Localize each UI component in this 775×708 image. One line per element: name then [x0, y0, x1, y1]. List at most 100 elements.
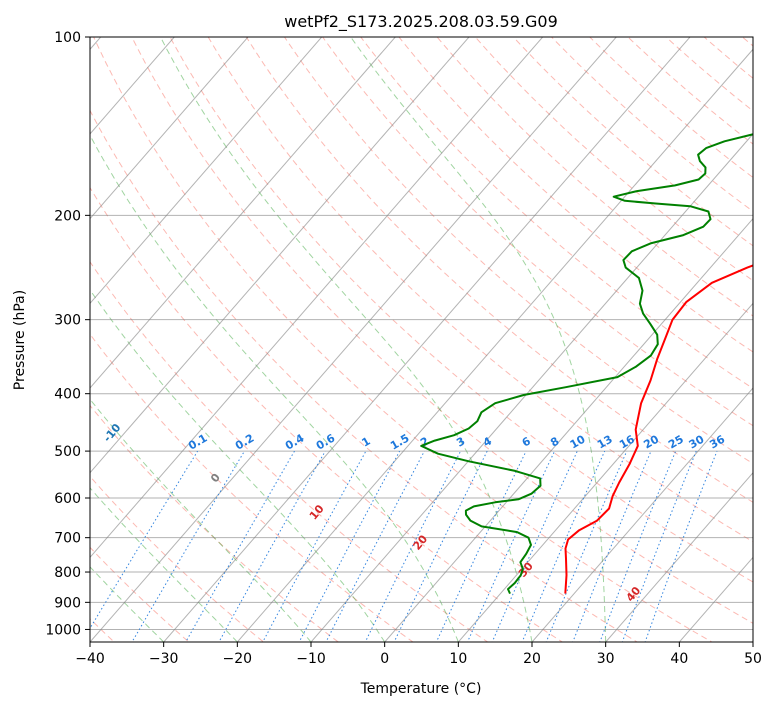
- x-tick-label: 40: [670, 651, 688, 667]
- mixing-ratio-label: 30: [687, 432, 707, 451]
- mixing-ratio-line: [131, 450, 245, 642]
- x-tick-label: 0: [380, 651, 389, 667]
- x-tick-label: 10: [449, 651, 467, 667]
- mixing-ratio-label: 1: [360, 435, 373, 450]
- moist-adiabat: [90, 134, 459, 642]
- y-tick-label: 300: [54, 313, 81, 329]
- mixing-ratio-line: [491, 450, 578, 642]
- dry-adiabat-label: -10: [101, 421, 124, 445]
- mixing-ratio-line: [466, 450, 556, 642]
- dry-adiabat: [207, 37, 753, 543]
- y-tick-label: 400: [54, 387, 81, 403]
- isotherm-line: [236, 48, 753, 642]
- y-tick-label: 200: [54, 208, 81, 224]
- dry-adiabat-label: 10: [307, 502, 327, 522]
- dry-adiabat: [589, 37, 753, 179]
- mixing-ratio-line: [435, 450, 527, 642]
- isotherm-line: [90, 37, 617, 642]
- dry-adiabat: [360, 37, 753, 390]
- x-tick-label: 50: [744, 651, 762, 667]
- mixing-ratio-label: 0.1: [186, 432, 209, 453]
- mixing-ratio-label: 0.6: [314, 431, 338, 452]
- y-tick-label: 900: [54, 595, 81, 611]
- dry-adiabat: [90, 109, 638, 642]
- mixing-ratio-line: [298, 450, 401, 642]
- isotherm-line: [90, 37, 396, 389]
- dry-adiabat: [90, 404, 340, 642]
- dry-adiabat: [741, 37, 753, 47]
- dry-adiabat: [436, 37, 753, 317]
- y-tick-label: 100: [54, 30, 81, 46]
- mixing-ratio-line: [621, 450, 697, 642]
- x-tick-label: −40: [75, 651, 105, 667]
- y-tick-label: 600: [54, 491, 81, 507]
- mixing-ratio-label: 13: [595, 433, 615, 452]
- y-tick-label: 500: [54, 444, 81, 460]
- isotherm-line: [90, 37, 544, 559]
- mixing-ratio-line: [185, 450, 295, 642]
- mixing-ratio-label: 0.4: [283, 431, 307, 452]
- dry-adiabat: [169, 37, 753, 583]
- chart-title: wetPf2_S173.2025.208.03.59.G09: [284, 12, 558, 32]
- temperature-profile-line: [564, 264, 753, 594]
- x-axis-label: Temperature (°C): [360, 681, 482, 697]
- isotherm-line: [457, 302, 753, 642]
- isotherm-line: [678, 556, 753, 642]
- line-labels: 0.10.20.40.611.52346810131620253036-100-…: [101, 421, 728, 604]
- y-tick-label: 800: [54, 565, 81, 581]
- isotherm-line: [163, 37, 691, 642]
- y-tick-label: 1000: [45, 622, 81, 638]
- mixing-ratio-line: [393, 450, 488, 642]
- moist-adiabat: [90, 398, 312, 642]
- moist-adiabat: [350, 37, 607, 642]
- plot-frame: [89, 36, 754, 643]
- mixing-ratio-label: 0.2: [233, 432, 256, 453]
- mixing-ratio-line: [364, 450, 462, 642]
- isotherm-line: [90, 37, 470, 474]
- mixing-ratio-label: 20: [641, 432, 661, 451]
- moist-adiabat: [160, 37, 533, 642]
- dry-adiabat-label: 20: [410, 532, 430, 552]
- dry-adiabat: [90, 260, 489, 642]
- isotherm-line: [605, 471, 753, 642]
- moist-adiabat: [90, 289, 386, 642]
- dry-adiabat: [90, 186, 564, 642]
- mixing-ratio-line: [262, 450, 367, 642]
- mixing-ratio-label: 4: [481, 434, 494, 449]
- mixing-ratio-label: 16: [617, 432, 637, 451]
- mixing-ratio-line: [572, 450, 652, 642]
- moist-adiabat: [90, 487, 238, 642]
- mixing-ratio-line: [545, 450, 628, 642]
- x-tick-label: −30: [149, 651, 179, 667]
- y-axis-label: Pressure (hPa): [12, 290, 28, 390]
- mixing-ratio-label: 3: [454, 435, 467, 450]
- dry-adiabat: [703, 37, 753, 79]
- isotherm-line: [90, 37, 323, 305]
- isotherm-line: [310, 133, 753, 642]
- mixing-ratio-label: 6: [520, 434, 533, 449]
- dry-adiabat: [245, 37, 753, 503]
- mixing-ratio-label: 8: [548, 435, 561, 450]
- x-tick-label: −10: [296, 651, 326, 667]
- x-tick-label: −20: [223, 651, 253, 667]
- dry-adiabat: [322, 37, 753, 427]
- isotherm-line: [90, 37, 175, 135]
- mixing-ratio-line: [521, 450, 606, 642]
- dry-adiabat: [131, 37, 753, 624]
- x-tick-label: 30: [597, 651, 615, 667]
- isotherm-line: [531, 387, 753, 642]
- dry-adiabat: [627, 37, 753, 145]
- mixing-ratio-line: [599, 450, 677, 642]
- mixing-ratio-label: 10: [568, 432, 588, 451]
- y-tick-label: 700: [54, 531, 81, 547]
- dry-adiabat: [283, 37, 753, 465]
- dry-adiabat: [90, 333, 414, 642]
- dewpoint-profile-line: [420, 133, 753, 595]
- mixing-ratio-line: [218, 450, 326, 642]
- dry-adiabat: [90, 475, 265, 642]
- mixing-ratio-label: 1.5: [388, 432, 411, 453]
- mixing-ratio-label: 36: [707, 432, 727, 451]
- mixing-ratio-line: [644, 450, 718, 642]
- dry-adiabat: [550, 37, 753, 212]
